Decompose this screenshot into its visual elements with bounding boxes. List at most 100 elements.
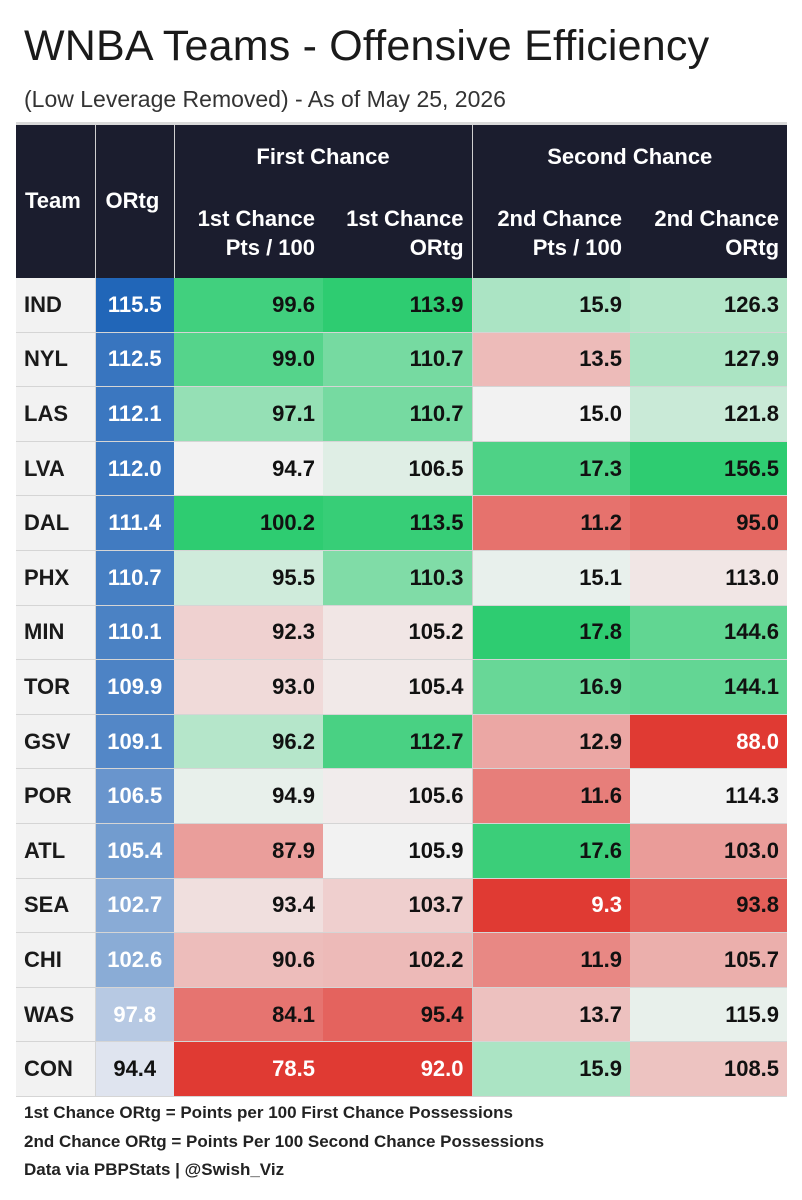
header-line: Pts / 100 [532, 234, 623, 260]
cell-1st-chance-pts: 94.7 [174, 441, 323, 497]
efficiency-table: Team ORtg First Chance Second Chance 1st… [16, 122, 788, 1097]
cell-team: PHX [16, 550, 95, 606]
table-row: CHI 102.6 90.6 102.2 11.9 105.7 [16, 932, 788, 988]
cell-1st-chance-ortg: 113.5 [323, 495, 473, 551]
cell-1st-chance-ortg: 92.0 [323, 1041, 473, 1097]
header-1st-chance-pts: 1st Chance Pts / 100 [174, 185, 323, 278]
footnote-1st-chance: 1st Chance ORtg = Points per 100 First C… [24, 1103, 513, 1122]
table-row: NYL 112.5 99.0 110.7 13.5 127.9 [16, 332, 788, 388]
cell-2nd-chance-ortg: 108.5 [630, 1041, 788, 1097]
cell-2nd-chance-pts: 9.3 [471, 878, 631, 934]
header-line: 1st Chance [197, 205, 315, 231]
cell-ortg: 112.0 [94, 441, 174, 497]
header-2nd-chance-ortg: 2nd Chance ORtg [630, 185, 788, 278]
cell-1st-chance-ortg: 106.5 [323, 441, 473, 497]
footnote-source: Data via PBPStats | @Swish_Viz [24, 1160, 285, 1179]
table-row: MIN 110.1 92.3 105.2 17.8 144.6 [16, 605, 788, 661]
cell-team: WAS [16, 987, 95, 1043]
cell-team: CHI [16, 932, 95, 988]
cell-2nd-chance-pts: 17.8 [471, 605, 631, 661]
cell-team: NYL [16, 332, 95, 388]
table-row: LAS 112.1 97.1 110.7 15.0 121.8 [16, 386, 788, 442]
cell-1st-chance-ortg: 95.4 [323, 987, 473, 1043]
header-line: Pts / 100 [225, 234, 315, 260]
cell-1st-chance-pts: 87.9 [174, 823, 323, 879]
table-body: IND 115.5 99.6 113.9 15.9 126.3 NYL 112.5 99.0 11… [16, 277, 788, 1097]
cell-1st-chance-ortg: 110.7 [323, 332, 473, 388]
table-row: LVA 112.0 94.7 106.5 17.3 156.5 [16, 441, 788, 497]
cell-2nd-chance-ortg: 127.9 [630, 332, 788, 388]
footnote-2nd-chance: 2nd Chance ORtg = Points Per 100 Second … [24, 1132, 545, 1151]
cell-team: DAL [16, 495, 95, 551]
header-group-first-chance: First Chance [174, 122, 473, 186]
table-row: GSV 109.1 96.2 112.7 12.9 88.0 [16, 714, 788, 770]
header-group-first-chance-label: First Chance [256, 144, 390, 170]
cell-1st-chance-ortg: 110.3 [323, 550, 473, 606]
table-row: IND 115.5 99.6 113.9 15.9 126.3 [16, 277, 788, 333]
header-line: 2nd Chance [654, 205, 780, 231]
cell-1st-chance-ortg: 113.9 [323, 277, 473, 333]
cell-1st-chance-pts: 100.2 [174, 495, 323, 551]
table-row: CON 94.4 78.5 92.0 15.9 108.5 [16, 1041, 788, 1097]
header-line: 1st Chance [346, 205, 464, 231]
cell-ortg: 110.1 [94, 605, 174, 661]
cell-2nd-chance-pts: 11.6 [471, 768, 631, 824]
chart-title: WNBA Teams - Offensive Efficiency [24, 22, 710, 70]
cell-1st-chance-ortg: 105.4 [323, 659, 473, 715]
cell-ortg: 109.1 [94, 714, 174, 770]
cell-ortg: 115.5 [94, 277, 174, 333]
cell-1st-chance-pts: 93.4 [174, 878, 323, 934]
cell-2nd-chance-ortg: 88.0 [630, 714, 788, 770]
cell-1st-chance-ortg: 105.6 [323, 768, 473, 824]
cell-1st-chance-pts: 96.2 [174, 714, 323, 770]
cell-team: GSV [16, 714, 95, 770]
cell-team: LVA [16, 441, 95, 497]
cell-1st-chance-pts: 95.5 [174, 550, 323, 606]
cell-team: MIN [16, 605, 95, 661]
cell-1st-chance-pts: 97.1 [174, 386, 323, 442]
cell-1st-chance-pts: 84.1 [174, 987, 323, 1043]
cell-2nd-chance-ortg: 121.8 [630, 386, 788, 442]
cell-1st-chance-ortg: 105.2 [323, 605, 473, 661]
cell-ortg: 109.9 [94, 659, 174, 715]
cell-ortg: 110.7 [94, 550, 174, 606]
header-line: ORtg [725, 234, 780, 260]
table-row: PHX 110.7 95.5 110.3 15.1 113.0 [16, 550, 788, 606]
cell-1st-chance-pts: 78.5 [174, 1041, 323, 1097]
cell-team: LAS [16, 386, 95, 442]
cell-team: CON [16, 1041, 95, 1097]
cell-ortg: 94.4 [94, 1041, 174, 1097]
cell-ortg: 106.5 [94, 768, 174, 824]
cell-1st-chance-ortg: 103.7 [323, 878, 473, 934]
cell-2nd-chance-pts: 17.3 [471, 441, 631, 497]
header-line: 2nd Chance [497, 205, 623, 231]
header-2nd-chance-pts: 2nd Chance Pts / 100 [471, 185, 631, 278]
table-row: SEA 102.7 93.4 103.7 9.3 93.8 [16, 878, 788, 934]
cell-1st-chance-ortg: 112.7 [323, 714, 473, 770]
cell-2nd-chance-pts: 15.0 [471, 386, 631, 442]
cell-team: TOR [16, 659, 95, 715]
cell-1st-chance-pts: 90.6 [174, 932, 323, 988]
cell-2nd-chance-pts: 12.9 [471, 714, 631, 770]
cell-ortg: 102.6 [94, 932, 174, 988]
cell-2nd-chance-pts: 11.9 [471, 932, 631, 988]
cell-1st-chance-pts: 93.0 [174, 659, 323, 715]
cell-ortg: 112.1 [94, 386, 174, 442]
cell-1st-chance-ortg: 102.2 [323, 932, 473, 988]
cell-2nd-chance-pts: 17.6 [471, 823, 631, 879]
header-1st-chance-ortg: 1st Chance ORtg [323, 185, 473, 278]
table-row: POR 106.5 94.9 105.6 11.6 114.3 [16, 768, 788, 824]
header-group-second-chance: Second Chance [471, 122, 788, 186]
cell-1st-chance-pts: 99.0 [174, 332, 323, 388]
cell-ortg: 112.5 [94, 332, 174, 388]
cell-ortg: 105.4 [94, 823, 174, 879]
cell-2nd-chance-ortg: 113.0 [630, 550, 788, 606]
cell-2nd-chance-ortg: 144.6 [630, 605, 788, 661]
cell-2nd-chance-pts: 15.9 [471, 277, 631, 333]
cell-2nd-chance-pts: 15.9 [471, 1041, 631, 1097]
cell-2nd-chance-ortg: 95.0 [630, 495, 788, 551]
cell-2nd-chance-ortg: 114.3 [630, 768, 788, 824]
cell-2nd-chance-ortg: 103.0 [630, 823, 788, 879]
cell-1st-chance-pts: 92.3 [174, 605, 323, 661]
cell-2nd-chance-ortg: 156.5 [630, 441, 788, 497]
